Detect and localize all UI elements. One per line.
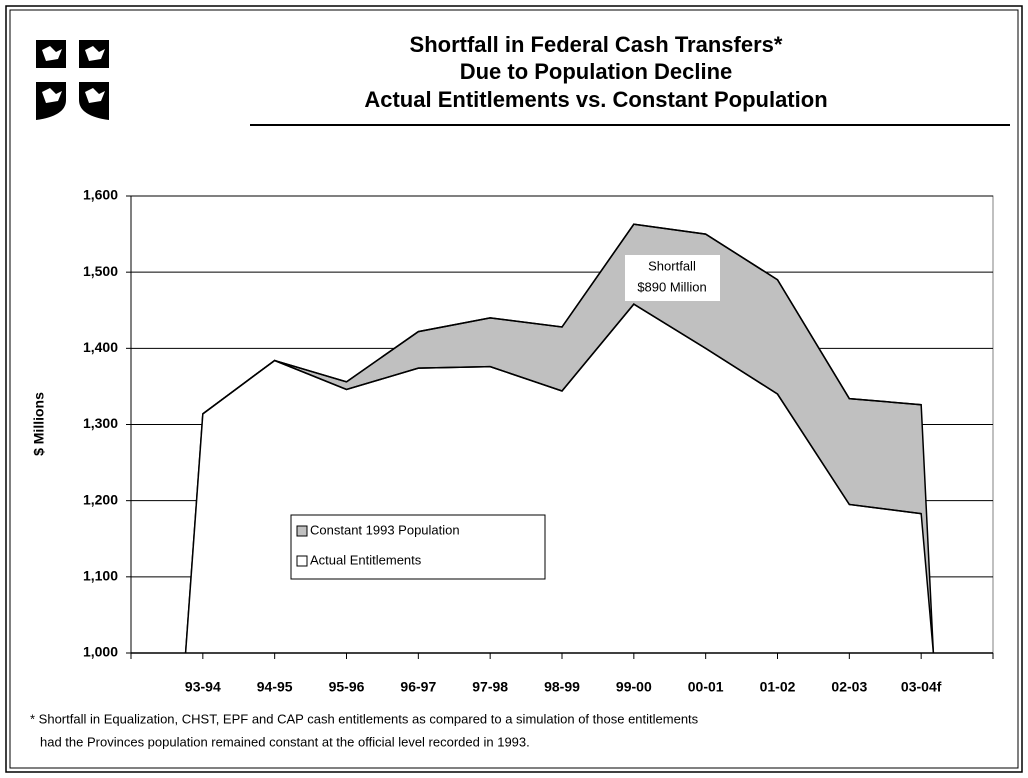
x-tick-label: 95-96 <box>329 679 365 695</box>
x-tick-label: 97-98 <box>472 679 508 695</box>
legend-swatch <box>296 555 308 567</box>
x-tick-label: 93-94 <box>185 679 221 695</box>
y-tick-label: 1,600 <box>83 187 118 203</box>
legend-swatch <box>296 525 308 537</box>
y-tick-label: 1,200 <box>83 491 118 507</box>
y-axis-label: $ Millions <box>31 392 47 456</box>
x-tick-label: 96-97 <box>400 679 436 695</box>
x-tick-label: 94-95 <box>257 679 293 695</box>
x-tick-label: 98-99 <box>544 679 580 695</box>
y-tick-label: 1,500 <box>83 263 118 279</box>
y-tick-label: 1,100 <box>83 568 118 584</box>
chart-title: Shortfall in Federal Cash Transfers* <box>410 32 783 57</box>
x-tick-label: 02-03 <box>831 679 867 695</box>
y-tick-label: 1,300 <box>83 415 118 431</box>
y-tick-label: 1,400 <box>83 339 118 355</box>
x-tick-label: 00-01 <box>688 679 724 695</box>
chart-title: Actual Entitlements vs. Constant Populat… <box>364 87 827 112</box>
x-tick-label: 01-02 <box>760 679 796 695</box>
annotation: Shortfall <box>648 258 696 273</box>
footnote: * Shortfall in Equalization, CHST, EPF a… <box>30 711 699 726</box>
chart-title: Due to Population Decline <box>460 59 733 84</box>
x-tick-label: 99-00 <box>616 679 652 695</box>
annotation: $890 Million <box>637 279 706 294</box>
footnote: had the Provinces population remained co… <box>40 734 530 749</box>
x-tick-label: 03-04f <box>901 679 942 695</box>
y-tick-label: 1,000 <box>83 644 118 660</box>
series-line <box>202 223 922 415</box>
legend-label: Actual Entitlements <box>310 552 422 567</box>
logo <box>36 40 109 120</box>
annotation-box <box>625 255 720 301</box>
legend-label: Constant 1993 Population <box>310 522 460 537</box>
frame <box>5 5 1023 773</box>
frame-inner <box>9 9 1019 769</box>
series-line <box>202 303 922 515</box>
legend <box>290 514 546 580</box>
